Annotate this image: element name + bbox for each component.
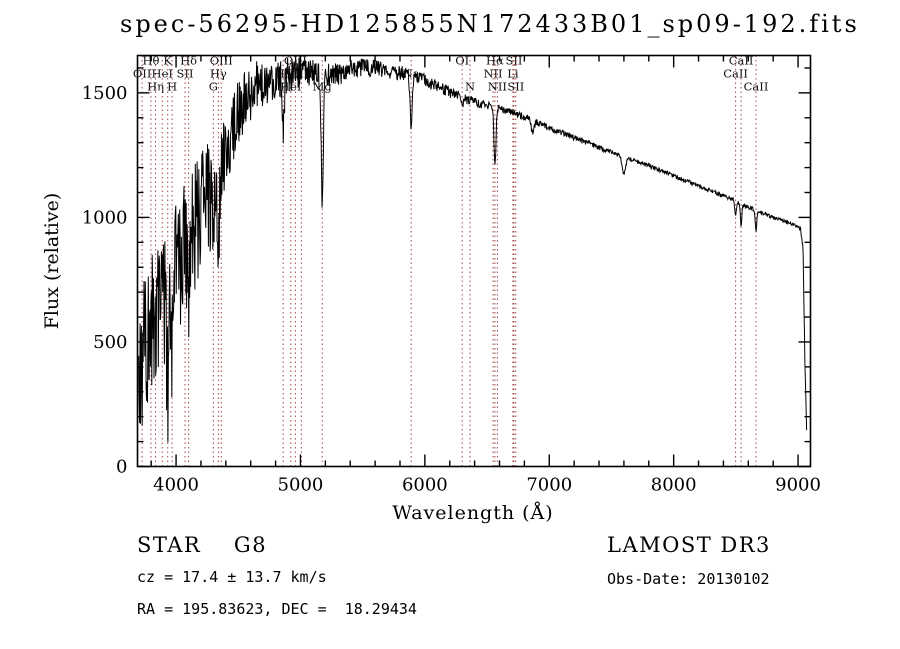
- svg-text:HeI: HeI: [152, 67, 173, 81]
- svg-text:SII: SII: [505, 54, 522, 68]
- svg-text:N: N: [465, 80, 475, 94]
- svg-text:NII: NII: [483, 67, 502, 81]
- svg-text:NII: NII: [488, 80, 507, 94]
- svg-text:4000: 4000: [153, 475, 199, 496]
- plot-title: spec-56295-HD125855N172433B01_sp09-192.f…: [120, 10, 860, 38]
- svg-text:CaII: CaII: [744, 80, 769, 94]
- svg-text:OI: OI: [455, 54, 469, 68]
- svg-text:Hδ: Hδ: [180, 54, 197, 68]
- svg-text:OIII: OIII: [290, 67, 313, 81]
- svg-text:Hγ: Hγ: [210, 67, 227, 81]
- obs-date-text: Obs-Date: 20130102: [607, 570, 770, 588]
- x-axis-label: Wavelength (Å): [392, 502, 554, 524]
- svg-text:500: 500: [93, 332, 127, 353]
- survey-release-text: LAMOST DR3: [607, 533, 771, 557]
- svg-text:OIII: OIII: [210, 54, 233, 68]
- svg-text:K: K: [163, 54, 172, 68]
- cz-velocity-text: cz = 17.4 ± 13.7 km/s: [137, 568, 327, 586]
- svg-text:5000: 5000: [278, 475, 324, 496]
- svg-text:Hη: Hη: [147, 80, 164, 94]
- svg-text:7000: 7000: [526, 475, 572, 496]
- svg-text:CaII: CaII: [723, 67, 748, 81]
- svg-text:0: 0: [116, 457, 127, 478]
- svg-text:H: H: [167, 80, 177, 94]
- svg-text:HeI: HeI: [280, 80, 301, 94]
- svg-text:G: G: [209, 80, 218, 94]
- svg-text:Mg: Mg: [313, 80, 333, 94]
- svg-text:6000: 6000: [402, 475, 448, 496]
- object-class-text: STAR G8: [137, 533, 268, 557]
- svg-text:8000: 8000: [651, 475, 697, 496]
- svg-text:Na: Na: [403, 67, 420, 81]
- svg-text:Hβ: Hβ: [275, 67, 292, 81]
- ra-dec-text: RA = 195.83623, DEC = 18.29434: [137, 600, 417, 618]
- svg-text:SII: SII: [177, 67, 194, 81]
- svg-text:CaII: CaII: [729, 54, 754, 68]
- svg-text:1000: 1000: [82, 207, 128, 228]
- svg-text:1500: 1500: [82, 83, 128, 104]
- svg-text:9000: 9000: [775, 475, 821, 496]
- svg-text:SII: SII: [507, 80, 524, 94]
- svg-text:Li: Li: [507, 67, 519, 81]
